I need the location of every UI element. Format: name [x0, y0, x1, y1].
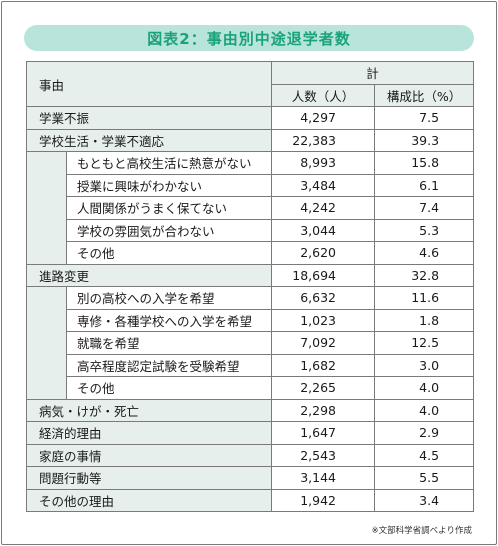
row-label: 人間関係がうまく保てない: [65, 196, 273, 220]
row-count: 2,265: [271, 376, 376, 400]
row-ratio: 3.0: [374, 353, 475, 377]
row-count: 2,298: [271, 398, 376, 422]
row-ratio: 2.9: [374, 421, 475, 445]
header-count: 人数（人）: [271, 83, 376, 107]
table-row: その他の理由 1,942 3.4: [25, 488, 475, 512]
row-ratio: 39.3: [374, 128, 475, 152]
header-row-sub: 人数（人） 構成比（%）: [27, 83, 475, 107]
row-count: 4,297: [271, 106, 376, 130]
row-label: 学校の雰囲気が合わない: [65, 218, 273, 242]
row-count: 22,383: [271, 128, 376, 152]
row-label: 問題行動等: [25, 466, 273, 490]
group-indent: [26, 151, 67, 264]
table-row: 家庭の事情 2,543 4.5: [25, 443, 475, 467]
row-label: その他の理由: [25, 488, 273, 512]
table-row: 問題行動等 3,144 5.5: [25, 466, 475, 490]
row-label: 学校生活・学業不適応: [25, 128, 273, 152]
row-label: 授業に興味がわかない: [65, 173, 273, 197]
row-count: 18,694: [271, 263, 376, 287]
group-indent: [26, 286, 67, 399]
row-count: 1,682: [271, 353, 376, 377]
row-ratio: 7.5: [374, 106, 475, 130]
row-ratio: 11.6: [374, 286, 475, 310]
row-label: 病気・けが・死亡: [25, 398, 273, 422]
row-count: 3,144: [271, 466, 376, 490]
row-ratio: 6.1: [374, 173, 475, 197]
row-label: その他: [65, 376, 273, 400]
table-row: 授業に興味がわかない 3,484 6.1: [27, 173, 475, 197]
row-ratio: 12.5: [374, 331, 475, 355]
header-reason: 事由: [25, 61, 273, 107]
figure-title: 図表2：事由別中途退学者数: [24, 25, 474, 51]
row-count: 3,044: [271, 218, 376, 242]
table-row: 専修・各種学校への入学を希望 1,023 1.8: [27, 308, 475, 332]
row-label: もともと高校生活に熱意がない: [65, 151, 273, 175]
row-count: 8,993: [271, 151, 376, 175]
table-row: 別の高校への入学を希望 6,632 11.6: [26, 286, 475, 399]
row-ratio: 4.0: [374, 376, 475, 400]
table-row: もともと高校生活に熱意がない 8,993 15.8: [26, 151, 475, 264]
row-label: 家庭の事情: [25, 443, 273, 467]
row-ratio: 15.8: [374, 151, 475, 175]
header-ratio: 構成比（%）: [374, 83, 475, 107]
row-count: 1,942: [271, 488, 376, 512]
row-count: 7,092: [271, 331, 376, 355]
table-row: その他 2,620 4.6: [27, 241, 475, 265]
row-ratio: 5.5: [374, 466, 475, 490]
table-row: 人間関係がうまく保てない 4,242 7.4: [27, 196, 475, 220]
row-count: 2,543: [271, 443, 376, 467]
row-ratio: 4.0: [374, 398, 475, 422]
header-total: 計: [271, 61, 475, 85]
row-label: 進路変更: [25, 263, 273, 287]
row-ratio: 5.3: [374, 218, 475, 242]
row-ratio: 1.8: [374, 308, 475, 332]
header-row-top: 事由 計: [25, 61, 475, 107]
row-label: 高卒程度認定試験を受験希望: [65, 353, 273, 377]
row-label: 就職を希望: [65, 331, 273, 355]
table-row: 経済的理由 1,647 2.9: [25, 421, 475, 445]
row-ratio: 32.8: [374, 263, 475, 287]
row-count: 2,620: [271, 241, 376, 265]
row-label: 経済的理由: [25, 421, 273, 445]
row-count: 4,242: [271, 196, 376, 220]
table-row: 学業不振 4,297 7.5: [25, 106, 475, 130]
row-ratio: 3.4: [374, 488, 475, 512]
row-count: 1,647: [271, 421, 376, 445]
row-label: 学業不振: [25, 106, 273, 130]
table-row: 就職を希望 7,092 12.5: [27, 331, 475, 355]
row-label: 別の高校への入学を希望: [65, 286, 273, 310]
row-ratio: 4.5: [374, 443, 475, 467]
row-label: その他: [65, 241, 273, 265]
row-label: 専修・各種学校への入学を希望: [65, 308, 273, 332]
table-row: その他 2,265 4.0: [27, 376, 475, 400]
source-note: ※文部科学省調べより作成: [371, 526, 472, 536]
row-ratio: 7.4: [374, 196, 475, 220]
dropout-table: 事由 計 人数（人） 構成比（%） 学業不振 4,297 7.5 学校生活・学業…: [25, 61, 475, 512]
row-count: 6,632: [271, 286, 376, 310]
table-row: 病気・けが・死亡 2,298 4.0: [25, 398, 475, 422]
table-row: 学校生活・学業不適応 22,383 39.3: [25, 128, 475, 152]
row-count: 3,484: [271, 173, 376, 197]
table-row: 高卒程度認定試験を受験希望 1,682 3.0: [27, 353, 475, 377]
row-ratio: 4.6: [374, 241, 475, 265]
table-row: 進路変更 18,694 32.8: [25, 263, 475, 287]
table-row: 学校の雰囲気が合わない 3,044 5.3: [27, 218, 475, 242]
row-count: 1,023: [271, 308, 376, 332]
